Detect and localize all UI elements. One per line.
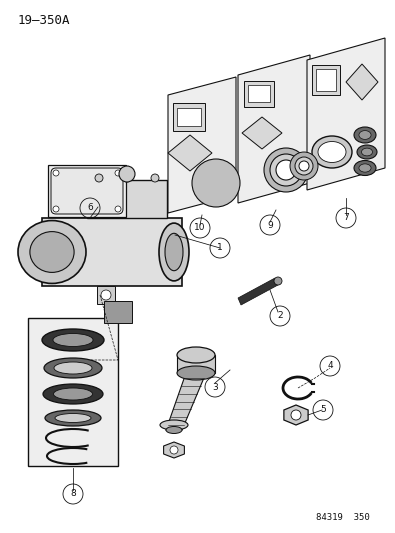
Bar — [42, 218, 182, 286]
Circle shape — [264, 148, 308, 192]
Bar — [97, 286, 115, 304]
Text: 10: 10 — [194, 223, 206, 232]
Ellipse shape — [361, 148, 372, 156]
Text: 6: 6 — [87, 204, 93, 213]
Polygon shape — [168, 77, 236, 213]
Bar — [173, 103, 205, 131]
Circle shape — [53, 206, 59, 212]
Ellipse shape — [53, 334, 93, 346]
Circle shape — [299, 161, 309, 171]
Polygon shape — [168, 135, 212, 171]
Ellipse shape — [354, 127, 376, 143]
Ellipse shape — [30, 232, 74, 272]
Polygon shape — [238, 55, 310, 203]
Polygon shape — [284, 405, 308, 425]
Ellipse shape — [18, 221, 86, 284]
Ellipse shape — [43, 384, 103, 404]
Circle shape — [295, 157, 313, 175]
Ellipse shape — [177, 366, 215, 380]
Ellipse shape — [44, 358, 102, 378]
Circle shape — [270, 154, 302, 186]
Ellipse shape — [312, 136, 352, 168]
Ellipse shape — [166, 426, 182, 433]
Bar — [177, 108, 201, 126]
Ellipse shape — [53, 388, 92, 400]
Polygon shape — [164, 442, 184, 458]
Circle shape — [123, 174, 131, 182]
Ellipse shape — [177, 347, 215, 363]
Text: 7: 7 — [343, 214, 349, 222]
Text: 19–350A: 19–350A — [18, 14, 70, 27]
Ellipse shape — [54, 362, 92, 374]
Circle shape — [115, 170, 121, 176]
Circle shape — [291, 410, 301, 420]
Bar — [244, 81, 274, 107]
Ellipse shape — [45, 410, 101, 426]
Bar — [248, 85, 270, 102]
Circle shape — [274, 277, 282, 285]
Ellipse shape — [159, 223, 189, 281]
Bar — [312, 65, 340, 95]
Circle shape — [290, 152, 318, 180]
Ellipse shape — [359, 131, 371, 140]
Ellipse shape — [354, 160, 376, 175]
Polygon shape — [166, 373, 206, 430]
FancyBboxPatch shape — [51, 168, 123, 214]
Ellipse shape — [160, 420, 188, 430]
Circle shape — [115, 206, 121, 212]
Ellipse shape — [165, 233, 183, 271]
Bar — [28, 318, 118, 466]
Text: 5: 5 — [320, 406, 326, 415]
Circle shape — [192, 159, 240, 207]
Ellipse shape — [359, 164, 371, 172]
Text: 8: 8 — [70, 489, 76, 498]
Circle shape — [95, 174, 103, 182]
Ellipse shape — [42, 329, 104, 351]
Circle shape — [199, 166, 233, 200]
Bar — [104, 301, 132, 323]
Circle shape — [101, 290, 111, 300]
Circle shape — [151, 174, 159, 182]
Bar — [177, 355, 215, 373]
Text: 9: 9 — [267, 221, 273, 230]
Circle shape — [119, 166, 135, 182]
Polygon shape — [346, 64, 378, 100]
Circle shape — [206, 173, 226, 193]
Polygon shape — [238, 278, 278, 305]
Bar — [316, 69, 336, 91]
Circle shape — [276, 160, 296, 180]
Bar — [87, 180, 167, 218]
Text: 84319  350: 84319 350 — [316, 513, 370, 522]
Ellipse shape — [357, 145, 377, 159]
Text: 3: 3 — [212, 383, 218, 392]
Ellipse shape — [318, 141, 346, 163]
Polygon shape — [242, 117, 282, 149]
Polygon shape — [307, 38, 385, 190]
Text: 2: 2 — [277, 311, 283, 320]
Ellipse shape — [55, 414, 91, 423]
Circle shape — [53, 170, 59, 176]
Text: 1: 1 — [217, 244, 223, 253]
Bar — [48, 165, 126, 217]
Text: 4: 4 — [327, 361, 333, 370]
Circle shape — [170, 446, 178, 454]
